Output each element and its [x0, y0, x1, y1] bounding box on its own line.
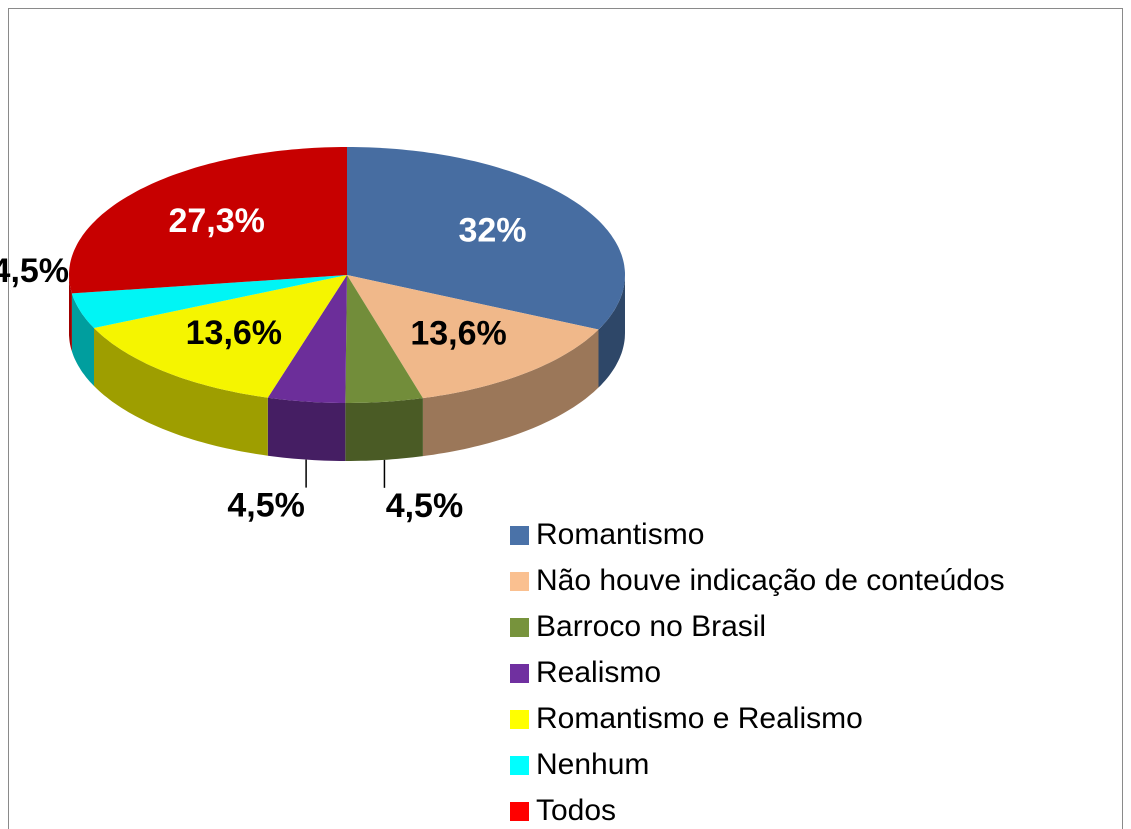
chart-border: [8, 8, 1123, 829]
pie-slice: [347, 147, 625, 330]
pie-slice-side: [345, 398, 423, 461]
data-label: 32%: [458, 211, 526, 249]
legend-swatch: [510, 572, 529, 591]
data-label: 4,5%: [0, 252, 69, 290]
legend-label: Não houve indicação de conteúdos: [536, 564, 1005, 597]
data-label: 13,6%: [410, 314, 506, 352]
legend-label: Todos: [536, 794, 616, 827]
pie-slice: [71, 275, 348, 328]
pie-slice-side: [94, 328, 268, 456]
pie-slice: [94, 275, 347, 398]
pie-slice-side: [267, 397, 346, 461]
pie-slice: [69, 147, 347, 294]
pie-slice-side: [71, 293, 94, 386]
legend-swatch: [510, 664, 529, 683]
legend-label: Nenhum: [536, 748, 649, 781]
data-label: 27,3%: [168, 202, 264, 240]
data-label: 4,5%: [227, 487, 305, 525]
legend-label: Barroco no Brasil: [536, 610, 766, 643]
data-label: 13,6%: [186, 314, 282, 352]
legend-swatch: [510, 526, 529, 545]
legend-label: Realismo: [536, 656, 661, 689]
legend-swatch: [510, 756, 529, 775]
data-label: 4,5%: [386, 487, 464, 525]
pie-slice: [267, 275, 347, 403]
pie-slice-side: [69, 275, 72, 352]
pie-slice-side: [422, 329, 599, 457]
legend-swatch: [510, 802, 529, 821]
pie-slice: [345, 275, 423, 403]
legend-label: Romantismo e Realismo: [536, 702, 863, 735]
pie-slice: [347, 275, 599, 399]
pie: 32% 13,6% 4,5% 4,5% 13,6% 4,5% 27,3%: [0, 147, 625, 525]
legend: Romantismo Não houve indicação de conteúd…: [510, 518, 1005, 827]
pie-slice-side: [598, 275, 625, 388]
legend-label: Romantismo: [536, 518, 704, 551]
legend-swatch: [510, 618, 529, 637]
legend-swatch: [510, 710, 529, 729]
